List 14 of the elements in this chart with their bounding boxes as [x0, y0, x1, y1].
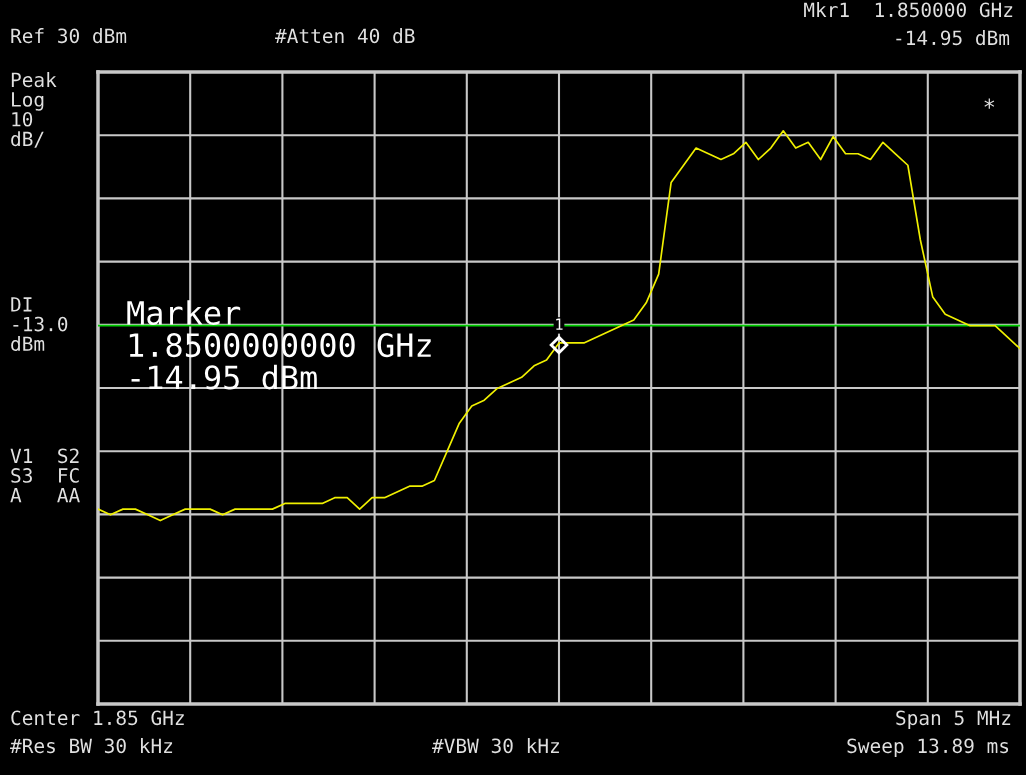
text: Span 5 MHz: [896, 710, 1011, 729]
text: #Res BW 30 kHz: [10, 738, 173, 754]
text: Peak Log 10 dB/: [11, 72, 57, 148]
text: Center 1.85 GHz: [11, 710, 184, 726]
text: Mkr1 1.850000 GHz: [804, 2, 1013, 18]
text: -14.95 dBm: [896, 30, 1010, 46]
text: V1 S2 S3 FC A AA: [10, 448, 80, 503]
text: #Atten 40 dB: [275, 28, 415, 44]
annotation: 1: [556, 318, 563, 330]
text: Ref 30 dBm: [11, 28, 127, 44]
text: Sweep 13.89 ms: [847, 738, 1009, 757]
ref-line-label: DI -13.0 dBm: [11, 297, 68, 352]
text: *: [984, 98, 995, 109]
text: #VBW 30 kHz: [432, 738, 559, 754]
